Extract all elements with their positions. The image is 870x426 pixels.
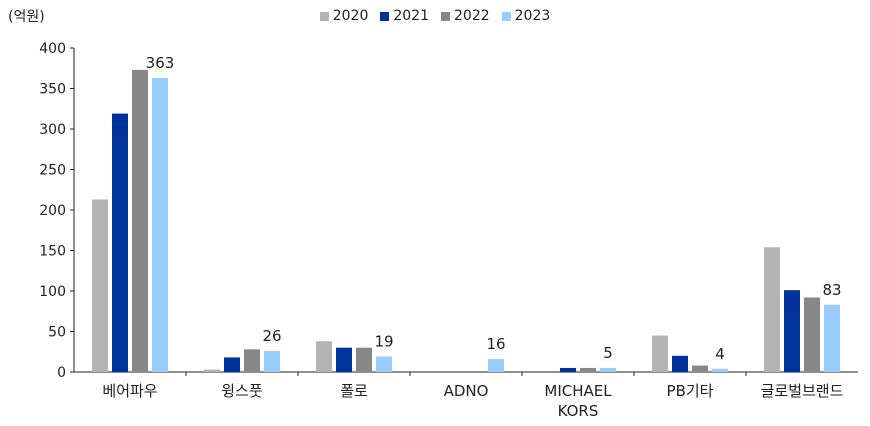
y-tick-label: 0 [57,365,66,381]
y-axis-unit-label: (억원) [8,9,45,25]
data-label: 19 [374,333,393,351]
y-tick-label: 250 [39,163,66,179]
bar-2021-2 [336,347,352,372]
bar-2020-6 [764,247,780,372]
legend-swatch-2021 [380,11,390,21]
bar-2021-1 [224,357,240,372]
bar-2023-0 [152,77,168,372]
bar-2023-2 [376,356,392,372]
legend-label-2023: 2023 [514,8,551,24]
legend-item-2020: 2020 [319,8,369,24]
x-tick-label: KORS [558,402,599,420]
legend-item-2022: 2022 [441,8,490,24]
legend-swatch-2022 [441,11,450,21]
bar-2023-5 [712,368,728,372]
bar-2021-0 [112,113,128,373]
x-tick-label: 윙스풋 [221,382,263,400]
data-label: 83 [822,281,841,299]
bar-2020-5 [652,335,668,372]
legend-swatch-2023 [501,11,511,21]
bar-2023-1 [264,350,280,372]
bar-2023-4 [600,367,616,372]
x-tick-label: 폴로 [340,382,368,400]
y-tick-label: 100 [39,284,66,300]
legend-swatch-2020 [319,11,329,21]
legend-item-2021: 2021 [380,8,429,24]
data-label: 4 [715,345,725,363]
y-tick-label: 400 [39,41,66,57]
x-tick-label: MICHAEL [544,382,612,400]
bar-2022-2 [356,347,372,372]
legend-label-2021: 2021 [393,8,429,24]
y-tick-label: 150 [39,244,66,260]
x-tick-label: 베어파우 [102,382,157,400]
data-label: 16 [486,335,505,353]
bar-2023-6 [824,304,840,372]
x-tick-label: ADNO [444,382,489,400]
data-label: 5 [603,344,613,362]
y-tick-label: 300 [39,122,66,138]
bar-2022-5 [692,365,708,372]
x-tick-label: 글로벌브랜드 [761,382,844,400]
bar-2022-0 [132,69,148,373]
bar-2022-6 [804,297,820,372]
bar-2023-3 [488,359,504,372]
bar-2022-1 [244,349,260,372]
y-tick-label: 200 [39,203,66,219]
bar-2022-4 [580,367,596,372]
legend: 2020 2021 2022 2023 [0,8,870,24]
bar-2021-4 [560,367,576,372]
y-tick-label: 50 [48,325,66,341]
data-label: 26 [262,327,281,345]
legend-item-2023: 2023 [501,8,551,24]
y-tick-label: 350 [39,82,66,98]
bar-2020-1 [204,369,220,372]
legend-label-2020: 2020 [332,8,369,24]
bar-2021-6 [784,290,800,372]
bar-2021-5 [672,355,688,372]
bar-2020-0 [92,199,108,372]
x-tick-label: PB기타 [667,382,714,400]
bar-2020-2 [316,341,332,372]
data-label: 363 [146,54,175,72]
legend-label-2022: 2022 [454,8,490,24]
